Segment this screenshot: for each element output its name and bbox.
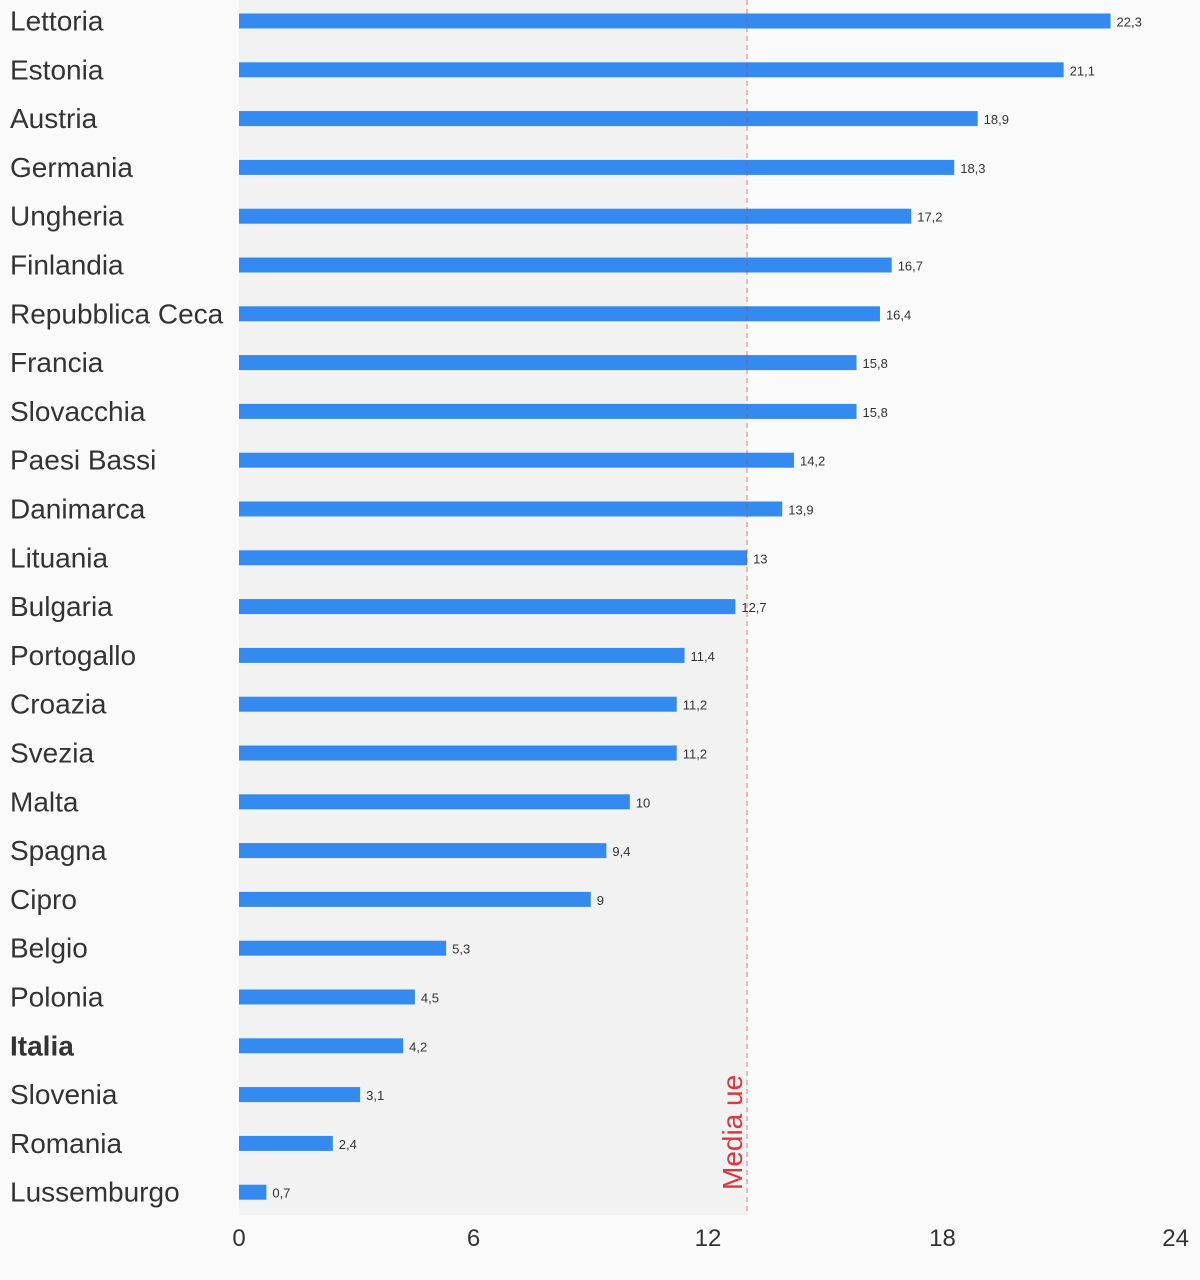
- bar: [239, 13, 1111, 29]
- category-label: Lettoria: [10, 6, 104, 37]
- category-label: Repubblica Ceca: [10, 298, 224, 329]
- category-label: Francia: [10, 347, 104, 378]
- bar: [239, 355, 857, 371]
- bar-value-label: 14,2: [800, 454, 825, 469]
- category-label: Cipro: [10, 884, 77, 915]
- category-label: Belgio: [10, 933, 88, 964]
- category-label: Germania: [10, 152, 133, 183]
- bar: [239, 794, 630, 810]
- category-label: Lituania: [10, 542, 109, 573]
- category-label: Slovenia: [10, 1079, 118, 1110]
- category-label: Malta: [10, 786, 79, 817]
- average-marker: Media ue: [717, 0, 748, 1215]
- bars-group: Lettoria 22,3 Estonia 21,1 Austria 18,9 German…: [10, 6, 1142, 1208]
- bar-value-label: 12,7: [741, 600, 766, 615]
- bar-value-label: 9: [597, 893, 604, 908]
- x-tick-label: 24: [1162, 1225, 1189, 1252]
- average-label: Media ue: [717, 1075, 748, 1190]
- category-label: Italia: [10, 1030, 74, 1061]
- category-label: Slovacchia: [10, 396, 146, 427]
- bar: [239, 745, 677, 761]
- bar-value-label: 11,2: [683, 747, 707, 762]
- bar-value-label: 4,5: [421, 991, 439, 1006]
- bar-value-label: 11,2: [683, 698, 707, 713]
- x-tick-label: 18: [929, 1225, 956, 1252]
- bar-value-label: 21,1: [1070, 63, 1095, 78]
- bar: [239, 647, 685, 663]
- bar: [239, 843, 607, 859]
- bar: [239, 891, 591, 907]
- x-tick-label: 12: [695, 1225, 722, 1252]
- bar: [239, 550, 748, 566]
- bar: [239, 257, 892, 273]
- bar-value-label: 10: [636, 795, 650, 810]
- bar-value-label: 11,4: [691, 649, 715, 664]
- x-tick-label: 0: [232, 1225, 245, 1252]
- bar: [239, 1184, 267, 1200]
- bar-value-label: 15,8: [863, 405, 888, 420]
- category-label: Paesi Bassi: [10, 445, 156, 476]
- bar-value-label: 3,1: [366, 1088, 384, 1103]
- category-label: Estonia: [10, 54, 104, 85]
- x-axis-ticks: 0 6 12 18 24: [232, 1225, 1189, 1252]
- bar: [239, 501, 783, 517]
- bar: [239, 452, 794, 468]
- category-label: Croazia: [10, 689, 107, 720]
- bar: [239, 306, 880, 322]
- bar-value-label: 13,9: [788, 503, 813, 518]
- bar-value-label: 15,8: [863, 356, 888, 371]
- bar-value-label: 5,3: [452, 942, 470, 957]
- bar-value-label: 22,3: [1117, 15, 1142, 30]
- bar-value-label: 18,9: [984, 112, 1009, 127]
- bar-value-label: 0,7: [272, 1186, 290, 1201]
- category-label: Portogallo: [10, 640, 136, 671]
- bar: [239, 1135, 333, 1151]
- category-label: Austria: [10, 103, 98, 134]
- bar: [239, 208, 912, 224]
- category-label: Ungheria: [10, 201, 124, 232]
- bar: [239, 403, 857, 419]
- bar-value-label: 13: [753, 551, 767, 566]
- category-label: Danimarca: [10, 494, 146, 525]
- bar-value-label: 4,2: [409, 1039, 427, 1054]
- bar-value-label: 9,4: [612, 844, 630, 859]
- bar: [239, 1038, 404, 1054]
- category-label: Spagna: [10, 835, 107, 866]
- bar-value-label: 16,4: [886, 307, 911, 322]
- bar: [239, 62, 1064, 78]
- category-label: Romania: [10, 1128, 122, 1159]
- category-label: Bulgaria: [10, 591, 113, 622]
- bar: [239, 940, 447, 956]
- category-label: Svezia: [10, 738, 94, 769]
- bar-value-label: 18,3: [960, 161, 985, 176]
- bar-value-label: 2,4: [339, 1137, 357, 1152]
- category-label: Lussemburgo: [10, 1177, 180, 1208]
- bar-value-label: 17,2: [917, 210, 942, 225]
- bar: [239, 111, 978, 127]
- bar-value-label: 16,7: [898, 259, 923, 274]
- bar: [239, 989, 415, 1005]
- bar: [239, 599, 736, 615]
- bar: [239, 1087, 361, 1103]
- category-label: Finlandia: [10, 250, 124, 281]
- category-label: Polonia: [10, 982, 104, 1013]
- x-tick-label: 6: [467, 1225, 480, 1252]
- bar: [239, 696, 677, 712]
- bar: [239, 159, 955, 175]
